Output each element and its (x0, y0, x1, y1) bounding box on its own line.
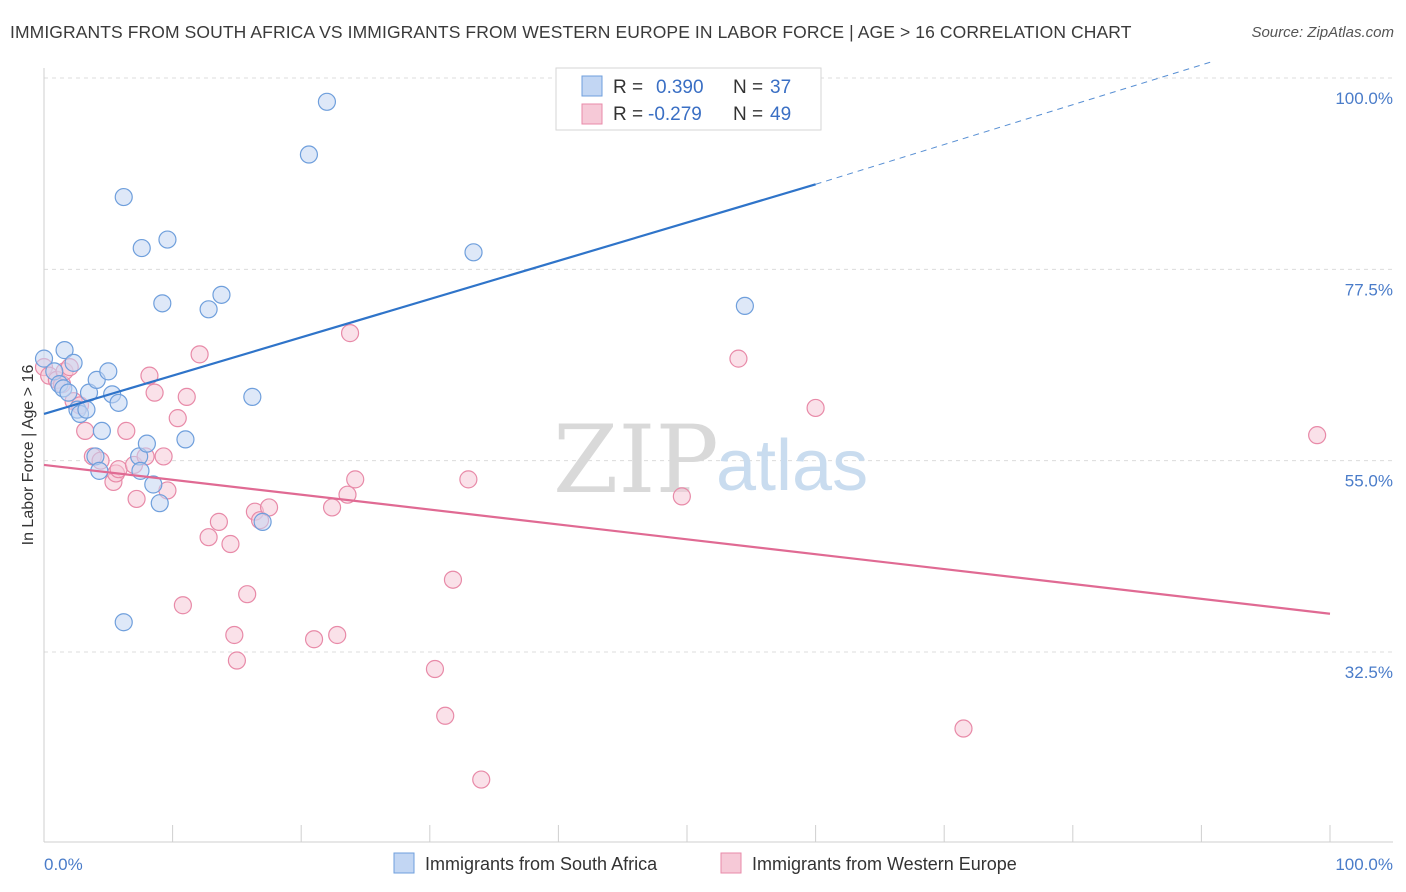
south-africa-point-22 (132, 238, 151, 258)
series-legend-swatch-south-africa (393, 852, 415, 874)
y-axis-label: In Labor Force | Age > 16 (20, 365, 37, 546)
western-europe-point-47 (729, 349, 748, 368)
watermark-zip: ZIP (553, 406, 719, 515)
western-europe-point-25 (190, 345, 209, 364)
western-europe-point-24 (177, 387, 196, 406)
source-credit: Source: ZipAtlas.com (1251, 24, 1394, 41)
western-europe-point-46 (672, 487, 691, 506)
western-europe-point-23 (173, 596, 192, 615)
western-europe-point-39 (346, 470, 365, 489)
south-africa-point-35 (464, 243, 483, 262)
south-africa-point-15 (99, 362, 118, 381)
western-europe-point-22 (168, 409, 187, 428)
south-africa-point-34 (317, 92, 337, 111)
south-africa-point-32 (253, 512, 272, 531)
trend-line-south-africa-extension (815, 60, 1215, 185)
western-europe-point-35 (304, 630, 324, 649)
south-africa-point-17 (109, 393, 128, 412)
south-africa-point-19 (114, 613, 133, 632)
western-europe-point-49 (954, 719, 973, 738)
south-africa-point-28 (176, 430, 195, 449)
south-africa-point-25 (150, 494, 169, 513)
trend-line-western-europe (43, 463, 1331, 615)
stats-legend-swatch-blue (581, 75, 603, 97)
series-western-europe-points (34, 324, 1327, 789)
western-europe-point-40 (340, 324, 360, 343)
western-europe-point-20 (154, 447, 173, 466)
western-europe-point-19 (145, 383, 164, 402)
south-africa-point-33 (299, 145, 319, 164)
western-europe-point-43 (443, 570, 463, 589)
western-europe-point-31 (238, 585, 257, 604)
western-europe-point-50 (1308, 426, 1327, 445)
y-tick-label-2: 77.5% (1345, 280, 1393, 299)
stats-legend: R = 0.390 N = 37 R = -0.279 N = 49 (555, 67, 822, 131)
western-europe-point-8 (76, 421, 95, 441)
legend-r-value-1: 0.390 (656, 77, 704, 98)
legend-n-value-2: 49 (770, 104, 791, 125)
legend-n-label-2: N = (733, 104, 763, 125)
y-tick-label-0: 32.5% (1345, 663, 1393, 682)
western-europe-point-26 (199, 528, 218, 547)
axes (43, 68, 1393, 843)
south-africa-point-18 (114, 187, 133, 207)
series-legend-label-western-europe: Immigrants from Western Europe (752, 854, 1017, 874)
y-tick-label-1: 55.0% (1345, 472, 1393, 491)
watermark-atlas: atlas (716, 426, 868, 506)
legend-r-label-1: R = (613, 77, 643, 98)
series-legend-label-south-africa: Immigrants from South Africa (425, 854, 658, 874)
western-europe-point-41 (425, 659, 445, 679)
western-europe-point-28 (221, 534, 240, 554)
western-europe-point-45 (472, 770, 491, 789)
series-south-africa-points (34, 92, 754, 632)
south-africa-point-36 (735, 296, 754, 315)
watermark: ZIP atlas (553, 406, 868, 515)
legend-n-label-1: N = (733, 77, 763, 98)
series-legend-swatch-western-europe (720, 852, 742, 874)
south-africa-point-30 (212, 285, 231, 304)
south-africa-point-23 (137, 434, 156, 453)
south-africa-point-29 (199, 300, 218, 319)
y-tick-label-3: 100.0% (1335, 89, 1393, 108)
south-africa-point-0 (34, 349, 54, 368)
x-axis-ticks (43, 825, 1331, 842)
stats-legend-swatch-pink (581, 103, 603, 125)
legend-r-label-2: R = (613, 104, 643, 125)
trend-line-south-africa (43, 183, 816, 415)
south-africa-point-24 (144, 475, 163, 494)
western-europe-point-42 (436, 706, 455, 725)
south-africa-point-5 (59, 383, 78, 402)
western-europe-point-37 (328, 625, 347, 645)
south-africa-point-14 (92, 421, 111, 441)
western-europe-point-48 (806, 398, 825, 418)
chart-title: IMMIGRANTS FROM SOUTH AFRICA VS IMMIGRAN… (10, 22, 1132, 42)
series-legend: Immigrants from South Africa Immigrants … (393, 852, 1017, 874)
trend-lines (43, 60, 1331, 615)
western-europe-point-30 (225, 625, 244, 645)
western-europe-point-44 (459, 470, 478, 489)
western-europe-point-36 (322, 498, 342, 517)
south-africa-point-4 (55, 341, 74, 360)
western-europe-point-14 (117, 421, 136, 441)
south-africa-point-27 (158, 230, 177, 249)
south-africa-point-6 (64, 353, 83, 372)
legend-n-value-1: 37 (770, 77, 791, 98)
y-axis-tick-labels: 32.5% 55.0% 77.5% 100.0% (1335, 89, 1393, 682)
grid-lines (44, 77, 1393, 653)
legend-r-value-2: -0.279 (648, 104, 702, 125)
south-africa-point-26 (153, 294, 172, 313)
western-europe-point-27 (209, 512, 228, 531)
western-europe-point-18 (140, 366, 159, 385)
south-africa-point-31 (243, 387, 262, 406)
western-europe-point-16 (127, 489, 146, 509)
x-tick-label-max: 100.0% (1335, 855, 1393, 874)
western-europe-point-29 (227, 651, 246, 670)
x-tick-label-min: 0.0% (44, 855, 83, 874)
